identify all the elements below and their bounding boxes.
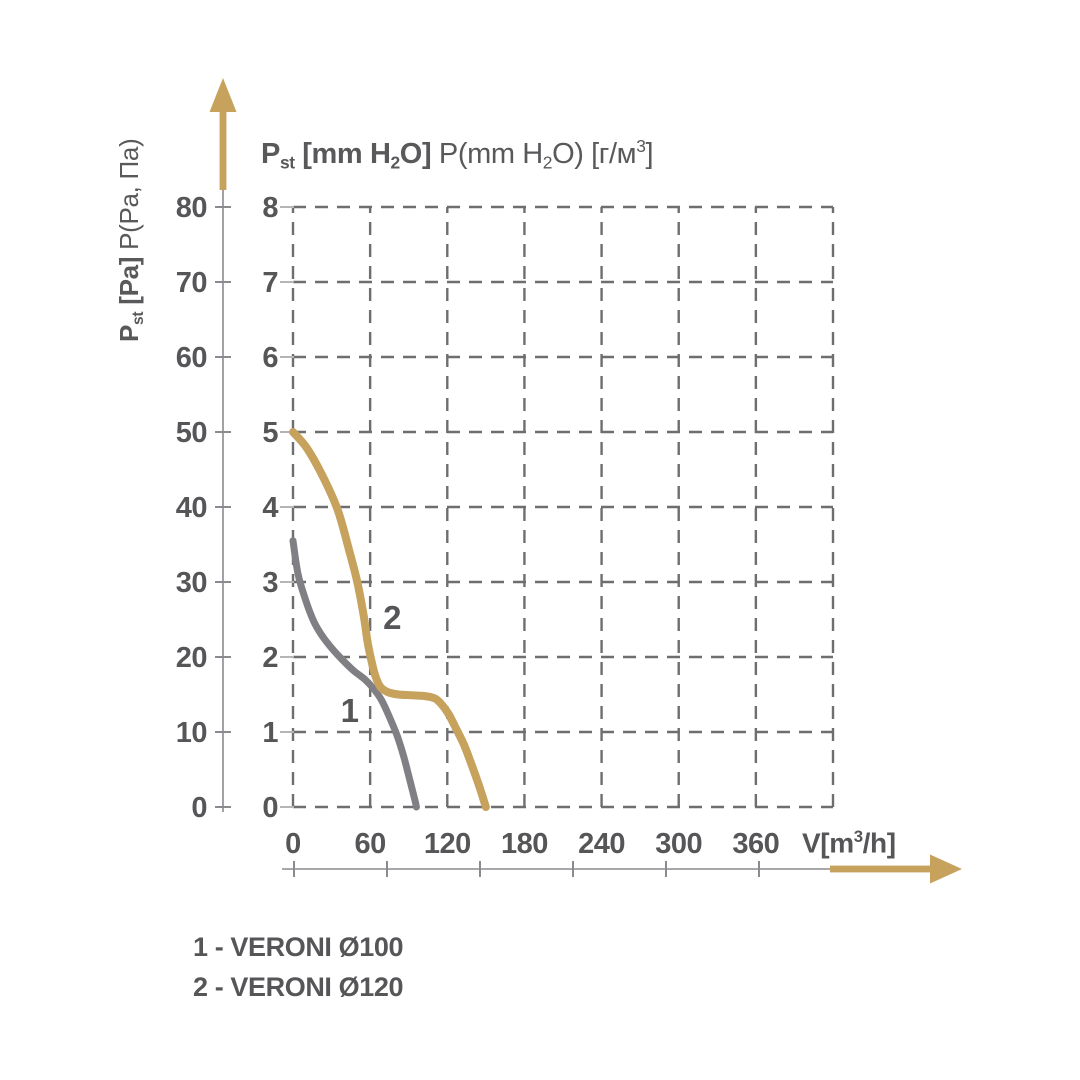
- y-axis-mm-tick-label: 8: [262, 192, 278, 224]
- y-title-p: P: [114, 324, 144, 342]
- x-axis-tick-label: 300: [655, 828, 702, 860]
- x-axis-tick-label: 120: [424, 828, 471, 860]
- y-axis-arrow-shaft: [219, 104, 227, 190]
- x-axis-tick-label: 0: [285, 828, 301, 860]
- title-unit-normal-mid: O) [г/м: [552, 137, 637, 170]
- legend-item-veroni-120: 2 - VERONI Ø120: [193, 972, 404, 1002]
- y-axis-mm-tick-label: 7: [262, 267, 278, 299]
- y-axis-title: Pst [Pa] P(Pa, Па): [114, 139, 148, 342]
- y-axis-mm-tick-label: 2: [262, 642, 278, 674]
- y-title-unit-normal: P(Pa, Па): [114, 138, 144, 257]
- y-axis-pa-tick-label: 20: [176, 642, 207, 674]
- title-p: P: [261, 137, 280, 170]
- y-axis-pa-tick-label: 70: [176, 267, 207, 299]
- y-axis-arrow-head: [209, 78, 237, 112]
- legend: 1 - VERONI Ø100 2 - VERONI Ø120: [193, 927, 403, 1007]
- y-axis-mm-tick-label: 0: [262, 792, 278, 824]
- curve-number-label-2: 2: [383, 599, 401, 636]
- curve-1-veroni-100: [289, 537, 420, 811]
- title-unit-bold-sub: 2: [390, 152, 401, 173]
- y-axis-mm-tick-label: 3: [262, 567, 278, 599]
- y-axis-mm-tick-label: 1: [262, 717, 278, 749]
- x-axis-arrow-shaft: [830, 865, 934, 873]
- y-axis-mm-tick-label: 6: [262, 342, 278, 374]
- legend-item-veroni-100: 1 - VERONI Ø100: [193, 932, 404, 962]
- title-unit-normal-sup: 3: [636, 136, 646, 156]
- y-title-unit-bold: [Pa]: [114, 256, 144, 312]
- x-axis-tick-label: 180: [501, 828, 548, 860]
- y-axis-pa-tick-label: 30: [176, 567, 207, 599]
- title-unit-normal: P(mm H: [431, 137, 543, 170]
- x-axis-tick-label: 60: [355, 828, 386, 860]
- y-axis-pa-tick-label: 50: [176, 417, 207, 449]
- curve-number-label-1: 1: [341, 692, 359, 729]
- x-axis-title: V[m3/h]: [802, 827, 896, 859]
- y-axis-pa-tick-label: 60: [176, 342, 207, 374]
- y-axis-pa-tick-label: 40: [176, 492, 207, 524]
- chart-title: Pst [mm H2O] P(mm H2O) [г/м3]: [261, 136, 654, 173]
- y-title-p-sub: st: [129, 311, 147, 325]
- title-p-sub: st: [279, 152, 295, 173]
- curve-2-veroni-120: [289, 428, 490, 811]
- title-unit-bold: [mm H: [294, 137, 391, 170]
- x-label-pre: V[m: [802, 827, 854, 859]
- y-axis-pa-tick-label: 10: [176, 717, 207, 749]
- x-axis-tick-label: 240: [578, 828, 625, 860]
- x-axis-tick-label: 360: [732, 828, 779, 860]
- y-axis-pa-tick-label: 80: [176, 192, 207, 224]
- title-unit-normal-sub: 2: [542, 152, 553, 173]
- y-axis-pa-tick-label: 0: [191, 792, 207, 824]
- x-axis-arrow-head: [930, 854, 962, 884]
- y-axis-mm-tick-label: 5: [262, 417, 278, 449]
- y-axis-mm-tick-label: 4: [262, 492, 278, 524]
- title-unit-normal-end: ]: [645, 137, 654, 170]
- x-label-sup: 3: [853, 827, 863, 846]
- x-label-post: /h]: [862, 827, 896, 859]
- title-unit-bold-end: O]: [399, 137, 432, 170]
